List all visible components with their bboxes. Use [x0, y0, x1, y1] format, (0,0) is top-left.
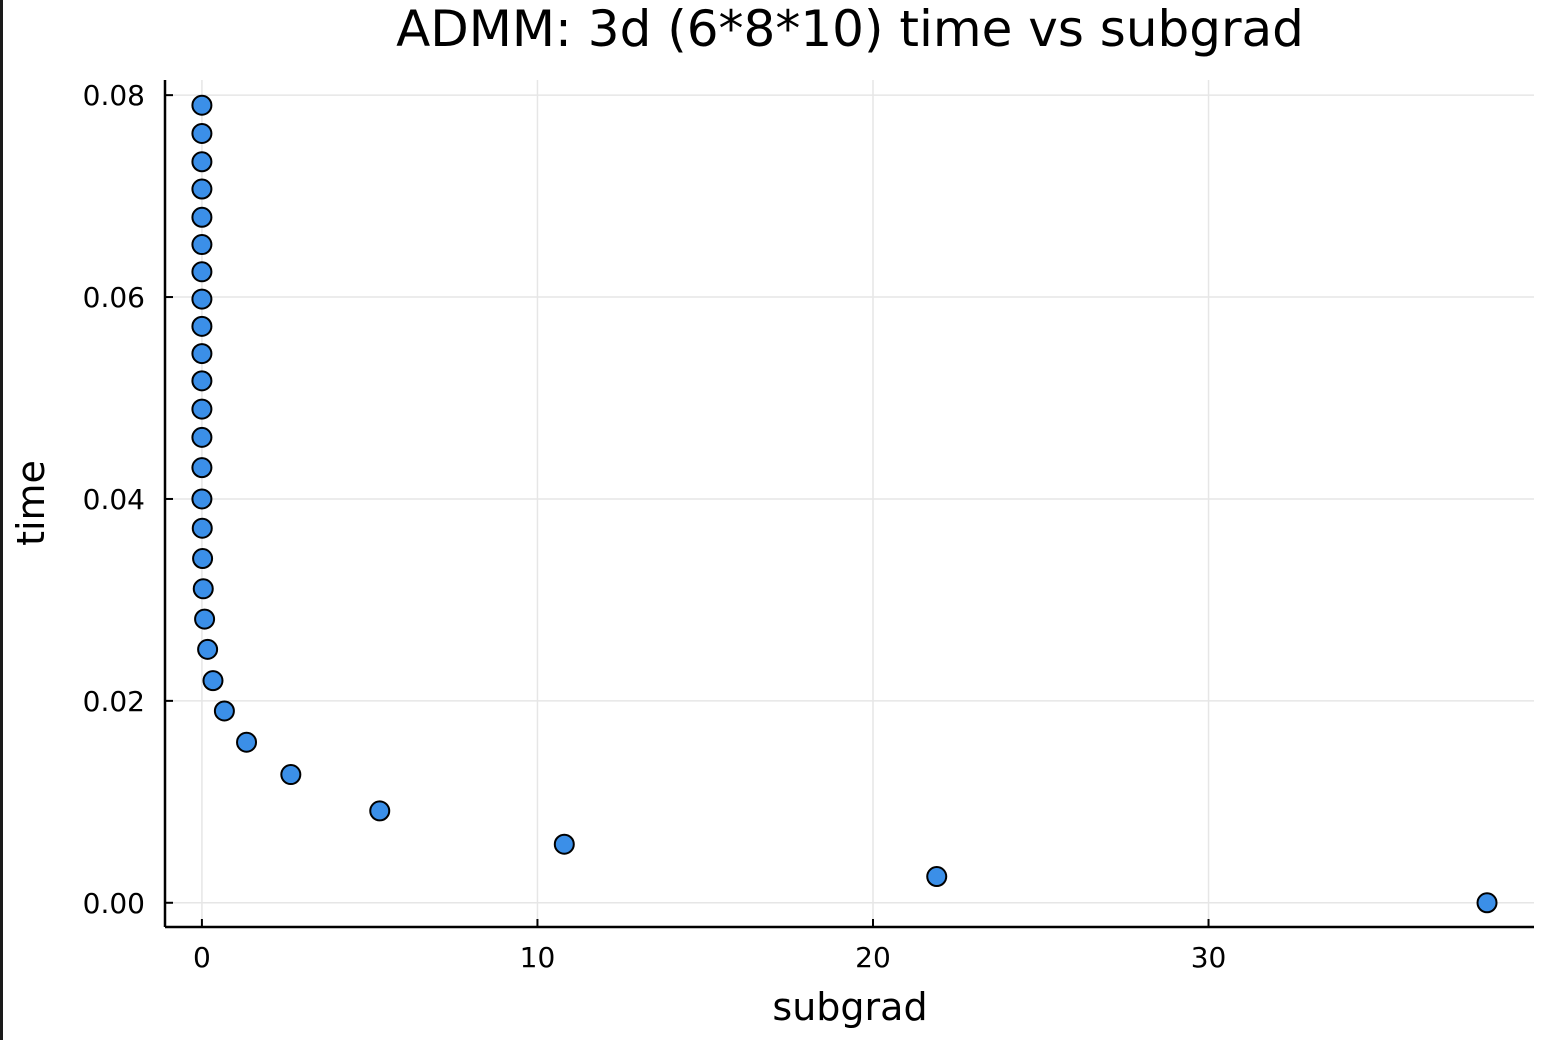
chart-title: ADMM: 3d (6*8*10) time vs subgrad: [396, 0, 1304, 58]
data-point: [202, 670, 224, 692]
data-point: [194, 608, 216, 630]
y-axis-label: time: [9, 460, 53, 546]
y-tick-label: 0.08: [83, 79, 145, 112]
y-tick-label: 0.06: [83, 281, 145, 314]
data-point: [553, 833, 575, 855]
x-tick-label: 10: [520, 941, 556, 974]
y-tick-label: 0.04: [83, 483, 145, 516]
data-point: [191, 370, 213, 392]
data-point: [236, 731, 258, 753]
data-point: [191, 234, 213, 256]
data-point: [1476, 892, 1498, 914]
data-point: [191, 398, 213, 420]
data-point: [191, 94, 213, 116]
data-point: [197, 638, 219, 660]
data-point: [213, 700, 235, 722]
data-point: [191, 426, 213, 448]
data-point: [369, 800, 391, 822]
data-point: [191, 123, 213, 145]
data-point: [191, 206, 213, 228]
data-points: [191, 94, 1498, 914]
x-tick-label: 30: [1191, 941, 1227, 974]
data-point: [192, 578, 214, 600]
grid: [165, 80, 1534, 927]
data-point: [191, 343, 213, 365]
data-point: [191, 457, 213, 479]
data-point: [191, 315, 213, 337]
x-ticks: 0 10 20 30: [193, 919, 1226, 974]
x-tick-label: 20: [855, 941, 891, 974]
y-tick-label: 0.02: [83, 685, 145, 718]
data-point: [191, 178, 213, 200]
y-ticks: 0.00 0.02 0.04 0.06 0.08: [83, 79, 173, 920]
data-point: [192, 548, 214, 570]
axes: [163, 80, 1534, 929]
data-point: [280, 764, 302, 786]
data-point: [191, 488, 213, 510]
y-tick-label: 0.00: [83, 887, 145, 920]
x-tick-label: 0: [193, 941, 211, 974]
data-point: [191, 261, 213, 283]
data-point: [191, 151, 213, 173]
data-point: [191, 517, 213, 539]
x-axis-label: subgrad: [772, 985, 927, 1029]
data-point: [191, 288, 213, 310]
frame-edge: [0, 0, 3, 1040]
data-point: [926, 866, 948, 888]
